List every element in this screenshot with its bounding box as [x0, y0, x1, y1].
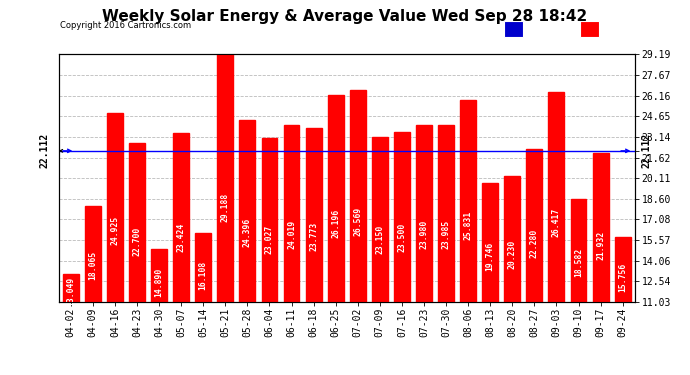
Bar [129, 143, 145, 302]
Text: 23.150: 23.150 [375, 225, 384, 254]
Bar [195, 232, 211, 302]
Bar [549, 92, 564, 302]
Bar [372, 137, 388, 302]
Text: 26.417: 26.417 [552, 207, 561, 237]
Bar [63, 274, 79, 302]
Bar [284, 125, 299, 302]
Text: 23.500: 23.500 [397, 223, 406, 252]
Text: Copyright 2016 Cartronics.com: Copyright 2016 Cartronics.com [60, 21, 191, 30]
Bar [107, 112, 123, 302]
Text: 15.756: 15.756 [618, 263, 627, 292]
Text: 23.980: 23.980 [420, 220, 428, 249]
Text: 22.112: 22.112 [40, 133, 50, 168]
Text: 24.396: 24.396 [243, 218, 252, 247]
Text: 24.019: 24.019 [287, 220, 296, 249]
Text: 23.424: 23.424 [177, 223, 186, 252]
Text: 22.280: 22.280 [530, 229, 539, 258]
Bar [526, 148, 542, 302]
Text: 14.890: 14.890 [155, 267, 164, 297]
Text: 29.188: 29.188 [221, 193, 230, 222]
Text: 18.582: 18.582 [574, 248, 583, 278]
Text: 22.700: 22.700 [132, 227, 141, 256]
Text: 25.831: 25.831 [464, 211, 473, 240]
Bar [482, 183, 498, 302]
Text: 23.027: 23.027 [265, 225, 274, 254]
Bar [350, 90, 366, 302]
Text: 26.196: 26.196 [331, 209, 340, 238]
Bar [504, 21, 522, 38]
Bar [394, 132, 410, 302]
Text: 26.569: 26.569 [353, 207, 362, 236]
Bar [306, 128, 322, 302]
Text: Weekly Solar Energy & Average Value Wed Sep 28 18:42: Weekly Solar Energy & Average Value Wed … [102, 9, 588, 24]
Bar [217, 54, 233, 302]
Bar [173, 133, 189, 302]
Bar [460, 100, 476, 302]
Bar [571, 199, 586, 302]
Text: 24.925: 24.925 [110, 215, 119, 244]
Text: 23.985: 23.985 [442, 220, 451, 249]
Text: 20.230: 20.230 [508, 240, 517, 269]
Bar [239, 120, 255, 302]
Bar [262, 138, 277, 302]
Bar [504, 177, 520, 302]
Bar [328, 95, 344, 302]
Text: 19.746: 19.746 [486, 242, 495, 272]
Text: Daily  ($): Daily ($) [600, 25, 649, 34]
Bar [416, 125, 432, 302]
Bar [438, 125, 454, 302]
Text: 16.108: 16.108 [199, 261, 208, 290]
Text: 21.932: 21.932 [596, 231, 605, 260]
Bar [580, 21, 599, 38]
Text: Average  ($): Average ($) [524, 25, 582, 34]
Bar [85, 206, 101, 302]
Bar [151, 249, 167, 302]
Bar [593, 153, 609, 302]
Text: 18.065: 18.065 [88, 251, 97, 280]
Bar [615, 237, 631, 302]
Text: 23.773: 23.773 [309, 221, 318, 251]
Text: 13.049: 13.049 [66, 277, 75, 306]
